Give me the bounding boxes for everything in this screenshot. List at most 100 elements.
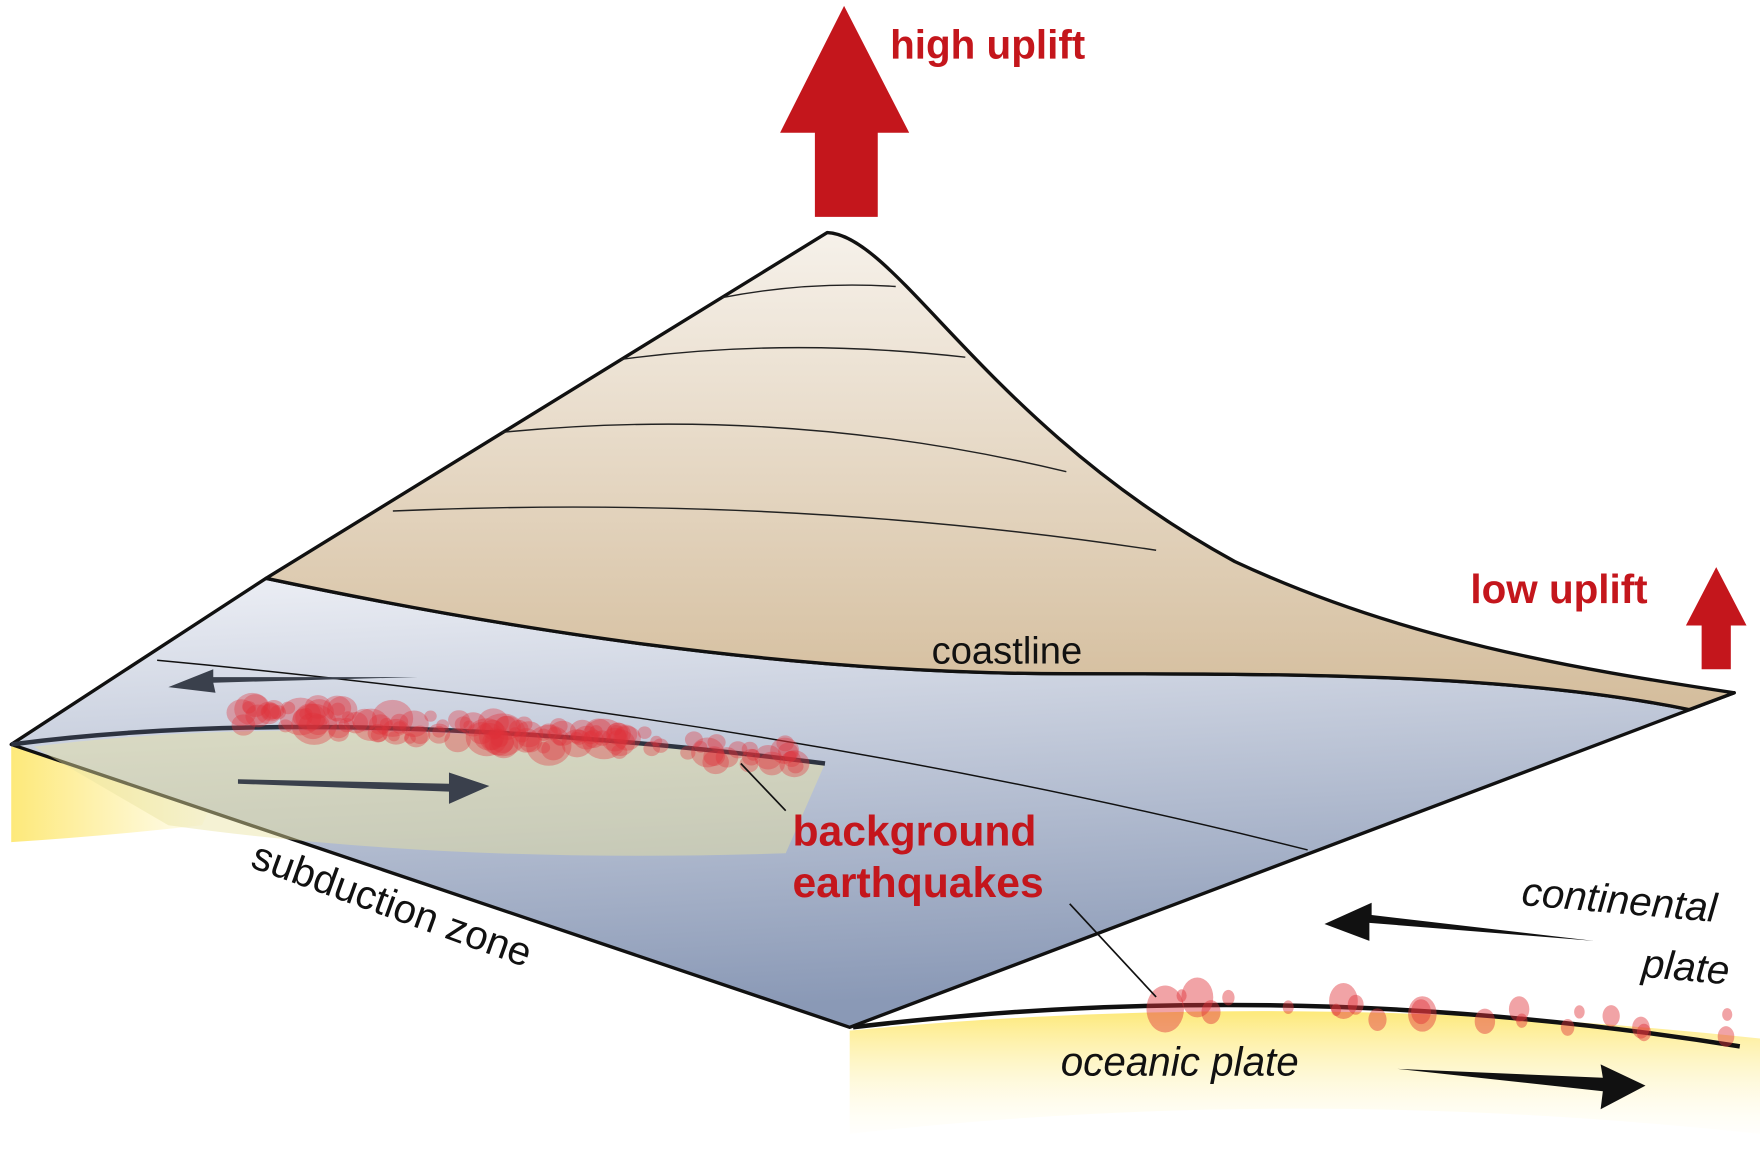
earthquake bbox=[299, 707, 313, 720]
earthquake bbox=[707, 734, 726, 751]
earthquake bbox=[1282, 1000, 1294, 1015]
earthquake bbox=[463, 720, 475, 731]
earthquake bbox=[473, 722, 505, 751]
earthquake bbox=[279, 697, 322, 736]
earthquake bbox=[1222, 989, 1235, 1006]
earthquake bbox=[741, 741, 758, 757]
earthquake bbox=[234, 692, 271, 726]
earthquake bbox=[403, 733, 416, 744]
label: continental bbox=[1520, 868, 1720, 931]
earthquake bbox=[489, 731, 519, 759]
earthquake bbox=[330, 702, 346, 716]
earthquake bbox=[650, 735, 663, 747]
earthquake bbox=[643, 741, 660, 757]
earthquake bbox=[278, 719, 293, 733]
earthquake bbox=[432, 725, 446, 738]
earthquake bbox=[427, 723, 451, 744]
label: plate bbox=[1639, 940, 1731, 994]
label: earthquakes bbox=[792, 859, 1043, 907]
uplift-arrow bbox=[780, 5, 910, 217]
earthquake bbox=[702, 750, 729, 775]
earthquake bbox=[465, 718, 508, 757]
earthquake bbox=[1347, 994, 1364, 1015]
earthquake bbox=[342, 711, 354, 722]
earthquake bbox=[1636, 1023, 1652, 1042]
earthquake bbox=[703, 746, 726, 766]
earthquake bbox=[343, 711, 368, 734]
earthquake bbox=[1176, 989, 1187, 1003]
motion-arrow bbox=[1324, 902, 1594, 941]
motion-arrow bbox=[237, 772, 490, 804]
earthquake bbox=[424, 710, 437, 722]
motion-arrow bbox=[168, 669, 418, 693]
earthquake bbox=[570, 729, 588, 745]
label: background bbox=[792, 807, 1036, 855]
earthquake bbox=[537, 741, 551, 754]
earthquake bbox=[605, 729, 636, 756]
earthquake bbox=[281, 701, 296, 715]
earthquake bbox=[569, 719, 595, 743]
earthquake bbox=[611, 744, 628, 759]
earthquake bbox=[778, 742, 799, 761]
label: oceanic plate bbox=[1061, 1039, 1299, 1085]
earthquake bbox=[652, 738, 669, 753]
earthquake bbox=[509, 727, 521, 738]
earthquake bbox=[613, 725, 641, 751]
earthquake bbox=[322, 695, 352, 721]
earthquake bbox=[226, 699, 257, 727]
earthquake bbox=[684, 731, 703, 748]
earthquake bbox=[353, 708, 390, 741]
earthquake bbox=[484, 729, 514, 756]
earthquake bbox=[291, 703, 337, 745]
earthquake bbox=[583, 730, 599, 745]
leader-line bbox=[1069, 903, 1157, 998]
earthquake bbox=[495, 715, 517, 735]
earthquake bbox=[583, 729, 604, 749]
earthquake bbox=[754, 744, 782, 770]
oceanic-plate-top bbox=[852, 1002, 1741, 1049]
earthquake bbox=[715, 747, 739, 768]
earthquake bbox=[448, 710, 470, 730]
earthquake bbox=[477, 708, 509, 737]
earthquake bbox=[519, 731, 542, 753]
earthquake bbox=[584, 718, 613, 744]
earthquake bbox=[436, 719, 450, 731]
earthquake bbox=[327, 696, 358, 724]
earthquake bbox=[404, 726, 428, 748]
earthquake bbox=[549, 718, 568, 735]
earthquake bbox=[694, 741, 708, 753]
earthquake bbox=[776, 735, 794, 752]
earthquake bbox=[493, 715, 521, 740]
earthquake bbox=[509, 719, 529, 738]
earthquake bbox=[481, 719, 505, 740]
earthquake bbox=[637, 726, 652, 739]
earthquake bbox=[553, 733, 567, 746]
earthquake bbox=[261, 703, 280, 720]
earthquake bbox=[1560, 1018, 1575, 1036]
earthquake bbox=[770, 737, 800, 764]
earthquake bbox=[367, 723, 389, 743]
earthquake bbox=[390, 713, 409, 730]
earthquake bbox=[515, 716, 533, 732]
earthquake bbox=[368, 714, 392, 735]
earthquake bbox=[1408, 996, 1437, 1032]
contours bbox=[392, 284, 1157, 551]
earthquake bbox=[381, 718, 411, 745]
earthquake bbox=[371, 699, 414, 737]
earthquake bbox=[1516, 1013, 1528, 1028]
earthquake bbox=[548, 720, 577, 746]
earthquake bbox=[444, 728, 471, 753]
earthquake bbox=[1201, 1000, 1221, 1025]
label: coastline bbox=[932, 630, 1083, 673]
earthquakes bbox=[226, 692, 1735, 1047]
plate-band bbox=[849, 1011, 1760, 1134]
earthquake bbox=[610, 725, 622, 736]
earthquake bbox=[327, 717, 351, 739]
earthquake bbox=[784, 751, 797, 762]
earthquake bbox=[1331, 1003, 1342, 1016]
earthquake bbox=[1717, 1026, 1735, 1047]
earthquake bbox=[338, 717, 355, 733]
earthquake bbox=[606, 722, 631, 746]
